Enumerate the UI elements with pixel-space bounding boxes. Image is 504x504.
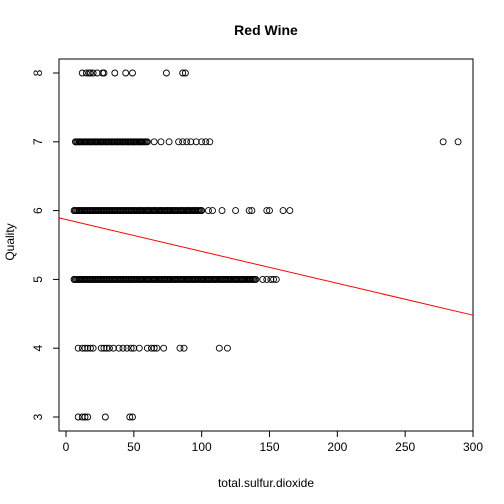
- data-point: [161, 345, 167, 351]
- data-point: [455, 139, 461, 145]
- chart-title: Red Wine: [234, 22, 298, 38]
- data-point: [280, 208, 286, 214]
- x-tick-label: 300: [463, 440, 483, 454]
- regression-line-group: [59, 218, 473, 315]
- x-tick-label: 50: [127, 440, 141, 454]
- data-point: [233, 208, 239, 214]
- data-point: [163, 70, 169, 76]
- x-axis-label: total.sulfur.dioxide: [218, 476, 314, 490]
- data-points: [71, 70, 461, 420]
- data-point: [102, 414, 108, 420]
- data-point: [181, 345, 187, 351]
- data-point: [210, 208, 216, 214]
- data-point: [158, 139, 164, 145]
- x-tick-label: 150: [259, 440, 279, 454]
- y-tick-label: 4: [31, 345, 45, 352]
- y-tick-label: 3: [31, 413, 45, 420]
- data-point: [287, 208, 293, 214]
- data-point: [216, 345, 222, 351]
- x-tick-label: 200: [327, 440, 347, 454]
- data-point: [151, 139, 157, 145]
- y-tick-label: 7: [31, 138, 45, 145]
- y-axis-label: Quality: [3, 223, 17, 260]
- data-point: [224, 345, 230, 351]
- y-tick-label: 8: [31, 69, 45, 76]
- x-tick-label: 0: [63, 440, 70, 454]
- data-point: [207, 139, 213, 145]
- y-tick-label: 6: [31, 207, 45, 214]
- regression-line: [59, 218, 473, 315]
- x-tick-label: 250: [395, 440, 415, 454]
- data-point: [219, 208, 225, 214]
- data-point: [440, 139, 446, 145]
- data-point: [101, 70, 107, 76]
- data-point: [129, 70, 135, 76]
- plot-frame: [59, 59, 473, 431]
- y-axis: 3 4 5 6 7 8: [31, 69, 59, 420]
- data-point: [123, 70, 129, 76]
- x-axis: 0 50 100 150 200 250 300: [63, 431, 484, 454]
- data-point: [166, 139, 172, 145]
- x-tick-label: 100: [192, 440, 212, 454]
- data-point: [112, 70, 118, 76]
- y-tick-label: 5: [31, 276, 45, 283]
